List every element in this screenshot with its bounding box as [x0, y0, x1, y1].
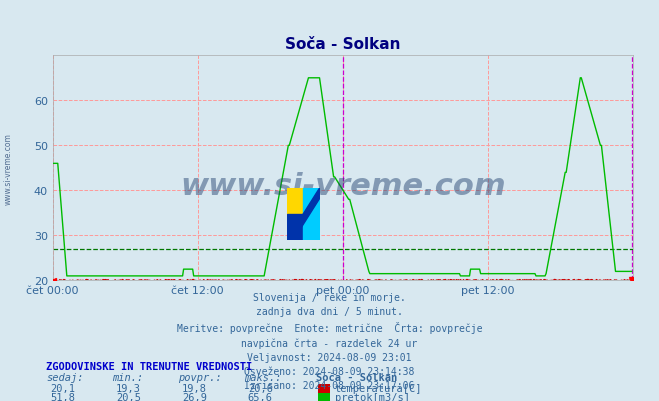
Polygon shape	[303, 188, 320, 215]
Text: www.si-vreme.com: www.si-vreme.com	[180, 172, 505, 201]
Text: Slovenija / reke in morje.
zadnja dva dni / 5 minut.
Meritve: povprečne  Enote: : Slovenija / reke in morje. zadnja dva dn…	[177, 293, 482, 390]
Title: Soča - Solkan: Soča - Solkan	[285, 37, 401, 52]
Text: maks.:: maks.:	[244, 372, 281, 382]
Polygon shape	[303, 215, 320, 241]
Text: 26,9: 26,9	[182, 392, 207, 401]
Text: ZGODOVINSKE IN TRENUTNE VREDNOSTI: ZGODOVINSKE IN TRENUTNE VREDNOSTI	[46, 361, 252, 371]
Text: Soča - Solkan: Soča - Solkan	[316, 372, 397, 382]
Text: 20,5: 20,5	[116, 392, 141, 401]
Text: 19,8: 19,8	[182, 383, 207, 393]
Text: min.:: min.:	[112, 372, 143, 382]
Polygon shape	[287, 188, 320, 241]
Text: 19,3: 19,3	[116, 383, 141, 393]
Text: povpr.:: povpr.:	[178, 372, 221, 382]
Text: www.si-vreme.com: www.si-vreme.com	[3, 133, 13, 204]
Text: temperatura[C]: temperatura[C]	[335, 383, 422, 393]
Text: 51,8: 51,8	[50, 392, 75, 401]
Text: 65,6: 65,6	[248, 392, 273, 401]
Text: sedaj:: sedaj:	[46, 372, 84, 382]
Polygon shape	[287, 215, 303, 241]
Text: 20,1: 20,1	[50, 383, 75, 393]
Text: pretok[m3/s]: pretok[m3/s]	[335, 392, 410, 401]
Text: 20,6: 20,6	[248, 383, 273, 393]
Polygon shape	[287, 188, 303, 215]
